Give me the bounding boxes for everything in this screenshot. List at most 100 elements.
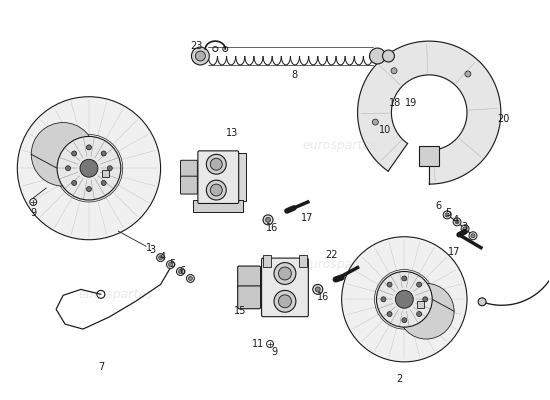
Circle shape xyxy=(86,186,91,192)
Text: 23: 23 xyxy=(190,41,202,51)
Polygon shape xyxy=(358,41,501,184)
FancyBboxPatch shape xyxy=(262,258,309,317)
Circle shape xyxy=(391,68,397,74)
Circle shape xyxy=(465,71,471,77)
Text: 5: 5 xyxy=(445,208,451,218)
Text: eurospartes: eurospartes xyxy=(302,258,377,271)
Circle shape xyxy=(417,282,422,287)
Circle shape xyxy=(179,270,183,274)
Circle shape xyxy=(423,297,428,302)
Circle shape xyxy=(55,134,123,202)
Circle shape xyxy=(107,166,112,171)
Text: 9: 9 xyxy=(30,208,36,218)
Bar xyxy=(194,200,243,212)
Circle shape xyxy=(453,218,461,226)
Circle shape xyxy=(101,151,106,156)
Text: 18: 18 xyxy=(389,98,402,108)
Text: 20: 20 xyxy=(498,114,510,124)
Circle shape xyxy=(195,51,205,61)
Circle shape xyxy=(158,256,163,260)
Circle shape xyxy=(189,276,192,280)
Text: 4: 4 xyxy=(160,252,166,262)
Circle shape xyxy=(72,180,76,186)
FancyBboxPatch shape xyxy=(180,176,197,194)
Circle shape xyxy=(157,254,164,262)
Circle shape xyxy=(387,312,392,316)
Circle shape xyxy=(342,237,467,362)
Circle shape xyxy=(315,287,320,292)
Circle shape xyxy=(402,318,407,323)
Circle shape xyxy=(168,262,173,266)
Circle shape xyxy=(274,262,296,284)
Bar xyxy=(417,301,424,308)
Text: 10: 10 xyxy=(379,126,392,136)
Circle shape xyxy=(471,234,475,238)
Text: 2: 2 xyxy=(396,374,403,384)
Circle shape xyxy=(167,260,174,268)
Circle shape xyxy=(210,184,222,196)
Bar xyxy=(236,153,246,201)
Circle shape xyxy=(387,282,392,287)
Circle shape xyxy=(382,50,394,62)
Bar xyxy=(419,146,439,166)
Circle shape xyxy=(469,232,477,240)
Circle shape xyxy=(72,151,76,156)
Circle shape xyxy=(266,217,271,222)
Text: 15: 15 xyxy=(234,306,246,316)
Text: eurospartes: eurospartes xyxy=(79,288,153,301)
Circle shape xyxy=(274,290,296,312)
Circle shape xyxy=(461,225,469,233)
Circle shape xyxy=(263,215,273,225)
Text: 22: 22 xyxy=(326,250,338,260)
Circle shape xyxy=(65,166,70,171)
Circle shape xyxy=(177,268,184,276)
Text: 9: 9 xyxy=(271,347,277,357)
Circle shape xyxy=(377,272,432,327)
Circle shape xyxy=(57,136,121,200)
Text: 5: 5 xyxy=(169,258,175,268)
Text: 17: 17 xyxy=(301,213,313,223)
FancyBboxPatch shape xyxy=(238,286,261,309)
Circle shape xyxy=(478,298,486,306)
Text: 17: 17 xyxy=(448,247,460,257)
Circle shape xyxy=(445,213,449,217)
FancyBboxPatch shape xyxy=(198,151,239,204)
Circle shape xyxy=(191,47,210,65)
Circle shape xyxy=(370,48,386,64)
Text: 4: 4 xyxy=(453,215,459,225)
Text: 7: 7 xyxy=(98,362,104,372)
FancyBboxPatch shape xyxy=(238,266,261,289)
Text: 13: 13 xyxy=(226,128,238,138)
Text: 11: 11 xyxy=(252,339,264,349)
Text: 8: 8 xyxy=(292,70,298,80)
Text: eurospartes: eurospartes xyxy=(302,139,377,152)
Circle shape xyxy=(417,312,422,316)
Circle shape xyxy=(86,145,91,150)
Text: 19: 19 xyxy=(405,98,417,108)
Circle shape xyxy=(17,97,161,240)
Circle shape xyxy=(278,295,292,308)
Circle shape xyxy=(395,290,413,308)
Circle shape xyxy=(80,159,98,177)
Circle shape xyxy=(278,267,292,280)
Circle shape xyxy=(206,180,226,200)
Text: 3: 3 xyxy=(461,222,467,232)
Circle shape xyxy=(186,274,194,282)
FancyBboxPatch shape xyxy=(180,160,197,178)
Circle shape xyxy=(210,158,222,170)
Text: 1: 1 xyxy=(146,243,152,253)
Circle shape xyxy=(443,211,451,219)
Text: 6: 6 xyxy=(179,266,185,276)
Circle shape xyxy=(375,270,434,329)
Bar xyxy=(299,255,307,266)
Bar xyxy=(102,170,109,177)
Text: 3: 3 xyxy=(150,245,156,255)
Circle shape xyxy=(455,220,459,224)
Circle shape xyxy=(463,227,467,231)
Circle shape xyxy=(372,119,378,125)
Circle shape xyxy=(402,276,407,281)
Circle shape xyxy=(381,297,386,302)
Text: 6: 6 xyxy=(435,201,441,211)
Circle shape xyxy=(313,284,323,294)
Circle shape xyxy=(398,284,454,339)
